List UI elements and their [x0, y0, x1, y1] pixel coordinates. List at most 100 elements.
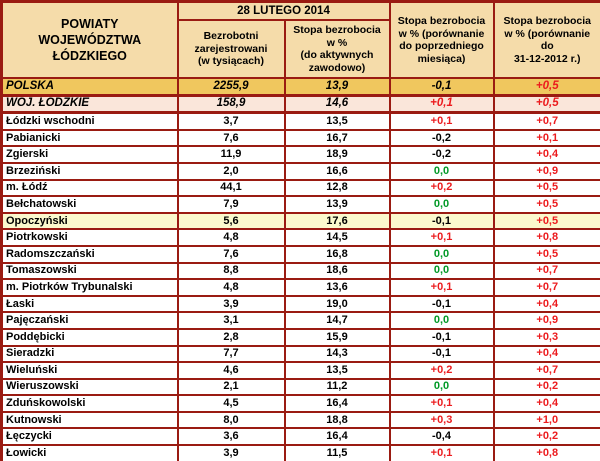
table-row: Łaski 3,9 19,0 -0,1 +0,4	[0, 294, 600, 314]
year-change-cell: +0,9	[492, 311, 600, 330]
rate-cell: 16,4	[283, 394, 391, 413]
powiat-name-cell: POLSKA	[0, 76, 179, 97]
month-change-cell: -0,1	[388, 344, 495, 364]
year-change-cell: +0,4	[492, 344, 600, 364]
table-body: POLSKA 2255,9 13,9 -0,1 +0,5 WOJ. ŁÓDZKI…	[0, 76, 600, 461]
table-row: Łęczycki 3,6 16,4 -0,4 +0,2	[0, 427, 600, 447]
month-change-cell: +0,1	[388, 444, 495, 461]
table-row: Opoczyński 5,6 17,6 -0,1 +0,5	[0, 211, 600, 231]
rate-cell: 18,6	[283, 261, 391, 281]
registered-cell: 11,9	[176, 145, 286, 164]
rate-cell: 14,7	[283, 311, 391, 330]
powiat-name-cell: Wieruszowski	[0, 377, 179, 397]
year-change-cell: +0,5	[492, 76, 600, 97]
header-month-change: Stopa bezrobocia w % (porównanie do popr…	[388, 0, 495, 79]
powiat-name-cell: Pajęczański	[0, 311, 179, 330]
table-row: Łódzki wschodni 3,7 13,5 +0,1 +0,7	[0, 111, 600, 131]
table-row: m. Piotrków Trybunalski 4,8 13,6 +0,1 +0…	[0, 278, 600, 297]
registered-cell: 44,1	[176, 178, 286, 198]
rate-cell: 17,6	[283, 211, 391, 231]
table-row: Zduńskowolski 4,5 16,4 +0,1 +0,4	[0, 394, 600, 413]
month-change-cell: +0,1	[388, 228, 495, 247]
powiat-name-cell: Radomszczański	[0, 244, 179, 264]
registered-cell: 2,8	[176, 327, 286, 347]
table-row: Pabianicki 7,6 16,7 -0,2 +0,1	[0, 128, 600, 148]
month-change-cell: 0,0	[388, 161, 495, 181]
year-change-cell: +0,8	[492, 444, 600, 461]
month-change-cell: +0,3	[388, 410, 495, 430]
month-change-cell: -0,2	[388, 145, 495, 164]
powiat-name-cell: Kutnowski	[0, 410, 179, 430]
registered-cell: 7,6	[176, 244, 286, 264]
month-change-cell: +0,1	[388, 94, 495, 115]
year-change-cell: +0,9	[492, 161, 600, 181]
rate-cell: 14,3	[283, 344, 391, 364]
powiat-name-cell: Poddębicki	[0, 327, 179, 347]
month-change-cell: +0,2	[388, 178, 495, 198]
registered-cell: 4,6	[176, 361, 286, 380]
registered-cell: 2255,9	[176, 76, 286, 97]
rate-cell: 16,8	[283, 244, 391, 264]
registered-cell: 3,1	[176, 311, 286, 330]
year-change-cell: +0,4	[492, 145, 600, 164]
year-change-cell: +0,2	[492, 377, 600, 397]
month-change-cell: -0,1	[388, 211, 495, 231]
powiat-name-cell: Wieluński	[0, 361, 179, 380]
rate-cell: 14,6	[283, 94, 391, 115]
registered-cell: 4,5	[176, 394, 286, 413]
rate-cell: 16,6	[283, 161, 391, 181]
registered-cell: 3,6	[176, 427, 286, 447]
registered-cell: 7,6	[176, 128, 286, 148]
month-change-cell: +0,1	[388, 111, 495, 131]
powiat-name-cell: Tomaszowski	[0, 261, 179, 281]
registered-cell: 158,9	[176, 94, 286, 115]
rate-cell: 14,5	[283, 228, 391, 247]
rate-cell: 13,5	[283, 111, 391, 131]
year-change-cell: +0,5	[492, 94, 600, 115]
rate-cell: 18,8	[283, 410, 391, 430]
powiat-name-cell: Zgierski	[0, 145, 179, 164]
year-change-cell: +0,1	[492, 128, 600, 148]
powiat-name-cell: WOJ. ŁÓDZKIE	[0, 94, 179, 115]
table-row: Wieluński 4,6 13,5 +0,2 +0,7	[0, 361, 600, 380]
month-change-cell: 0,0	[388, 261, 495, 281]
rate-cell: 16,7	[283, 128, 391, 148]
table-row: WOJ. ŁÓDZKIE 158,9 14,6 +0,1 +0,5	[0, 94, 600, 115]
year-change-cell: +0,4	[492, 294, 600, 314]
month-change-cell: +0,1	[388, 278, 495, 297]
registered-cell: 7,9	[176, 195, 286, 214]
month-change-cell: +0,1	[388, 394, 495, 413]
month-change-cell: -0,2	[388, 128, 495, 148]
powiat-name-cell: m. Łódź	[0, 178, 179, 198]
table-row: POLSKA 2255,9 13,9 -0,1 +0,5	[0, 76, 600, 97]
registered-cell: 5,6	[176, 211, 286, 231]
registered-cell: 3,9	[176, 444, 286, 461]
header-rate: Stopa bezrobocia w % (do aktywnych zawod…	[283, 19, 391, 79]
rate-cell: 16,4	[283, 427, 391, 447]
powiat-name-cell: Brzeziński	[0, 161, 179, 181]
year-change-cell: +0,7	[492, 261, 600, 281]
month-change-cell: 0,0	[388, 244, 495, 264]
month-change-cell: -0,1	[388, 76, 495, 97]
table-row: Tomaszowski 8,8 18,6 0,0 +0,7	[0, 261, 600, 281]
powiat-name-cell: Łaski	[0, 294, 179, 314]
year-change-cell: +0,7	[492, 361, 600, 380]
registered-cell: 4,8	[176, 278, 286, 297]
registered-cell: 8,0	[176, 410, 286, 430]
year-change-cell: +0,5	[492, 195, 600, 214]
month-change-cell: +0,2	[388, 361, 495, 380]
registered-cell: 8,8	[176, 261, 286, 281]
powiat-name-cell: Łódzki wschodni	[0, 111, 179, 131]
year-change-cell: +0,5	[492, 178, 600, 198]
powiat-name-cell: Pabianicki	[0, 128, 179, 148]
year-change-cell: +0,3	[492, 327, 600, 347]
rate-cell: 13,6	[283, 278, 391, 297]
registered-cell: 7,7	[176, 344, 286, 364]
table-row: Kutnowski 8,0 18,8 +0,3 +1,0	[0, 410, 600, 430]
month-change-cell: 0,0	[388, 311, 495, 330]
powiat-name-cell: Opoczyński	[0, 211, 179, 231]
table-row: Zgierski 11,9 18,9 -0,2 +0,4	[0, 145, 600, 164]
header-powiaty: POWIATY WOJEWÓDZTWA ŁÓDZKIEGO	[0, 0, 179, 79]
